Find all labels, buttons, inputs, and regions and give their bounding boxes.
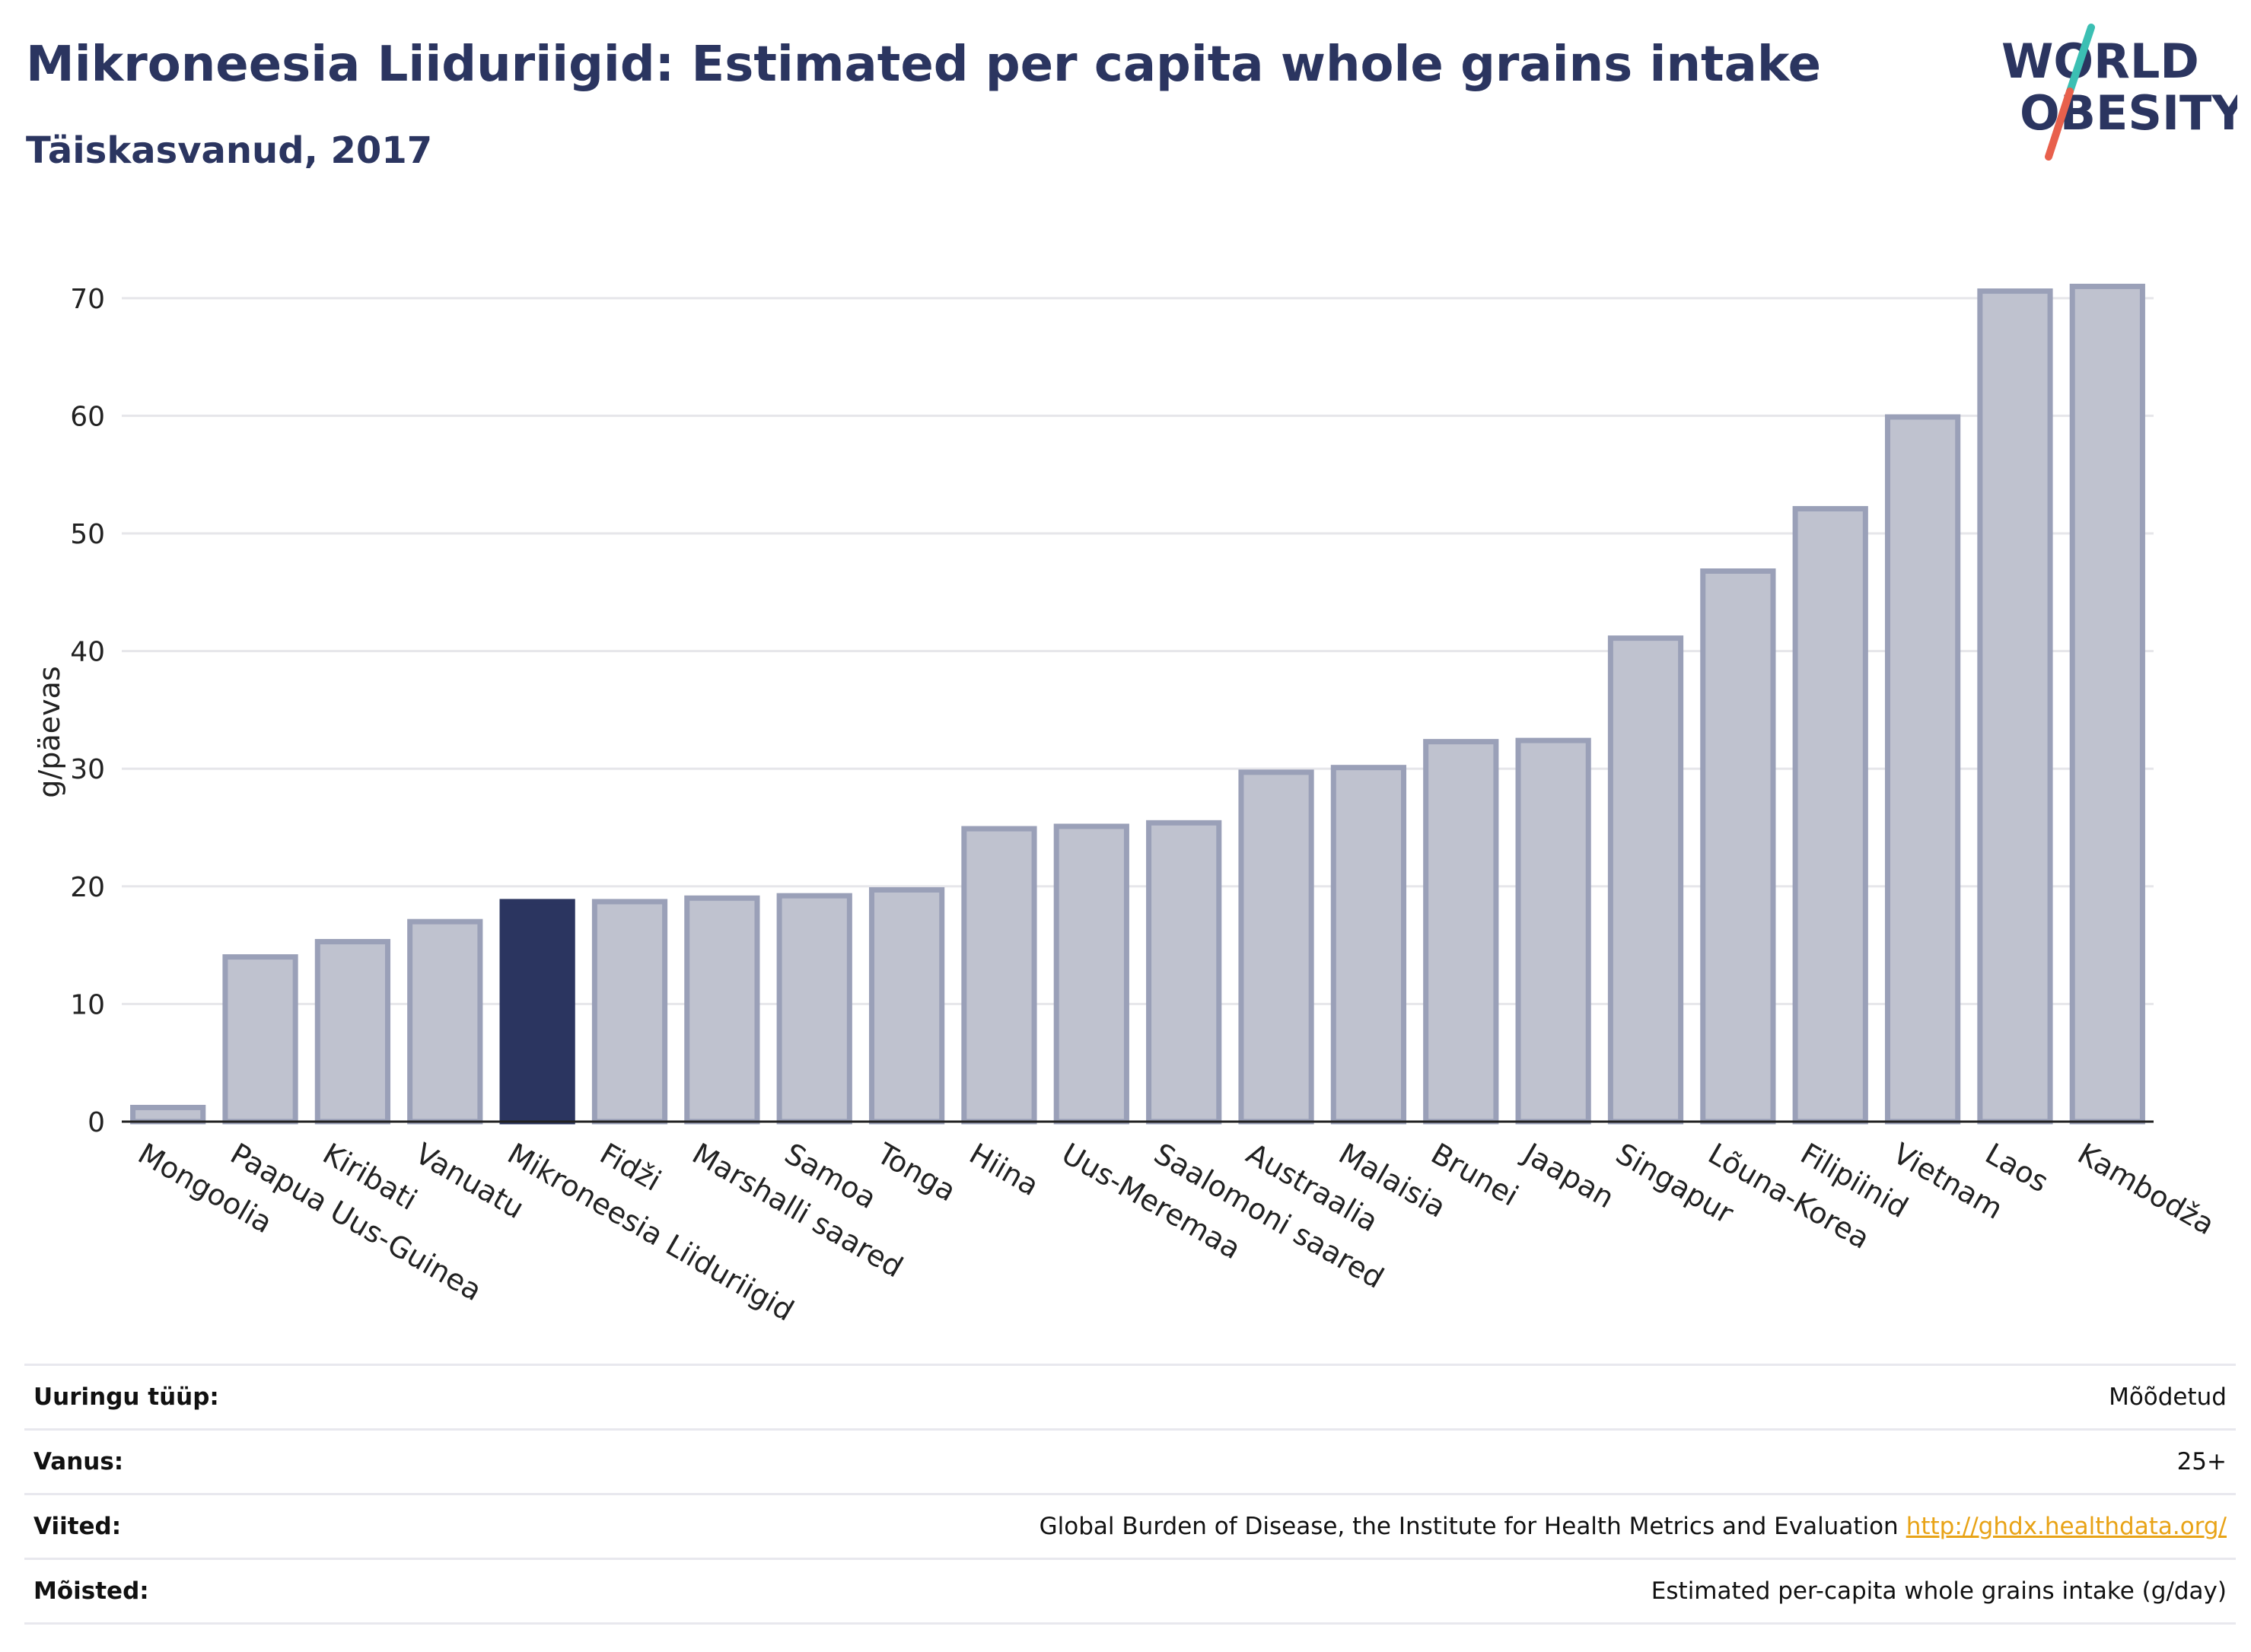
x-tick-label: Kambodža xyxy=(2072,1137,2221,1242)
meta-row-age: Vanus: 25+ xyxy=(24,1428,2236,1493)
bar xyxy=(222,954,298,1125)
meta-row-survey-type: Uuringu tüüp: Mõõdetud xyxy=(24,1364,2236,1428)
meta-label: Mõisted: xyxy=(33,1577,149,1605)
bar xyxy=(407,918,483,1125)
chart-subtitle: Täiskasvanud, 2017 xyxy=(26,129,433,172)
chart-title: Mikroneesia Liiduriigid: Estimated per c… xyxy=(26,37,1822,93)
y-tick-label: 30 xyxy=(70,754,105,785)
metadata-table: Uuringu tüüp: Mõõdetud Vanus: 25+ Viited… xyxy=(24,1364,2236,1625)
bar xyxy=(1053,823,1129,1125)
logo-slash-top xyxy=(2066,24,2095,95)
world-obesity-logo: WORLD OBESITY xyxy=(2001,24,2237,161)
bar xyxy=(1792,506,1868,1125)
bar xyxy=(1884,414,1961,1125)
bar xyxy=(776,893,852,1125)
bar xyxy=(868,886,945,1125)
y-tick-label: 20 xyxy=(70,872,105,903)
y-tick-label: 60 xyxy=(70,401,105,432)
y-tick-label: 40 xyxy=(70,637,105,668)
meta-label: Vanus: xyxy=(33,1448,124,1475)
logo-slash-bottom xyxy=(2045,88,2074,161)
bar xyxy=(961,826,1037,1125)
x-tick-label: Hiina xyxy=(963,1137,1044,1203)
logo-line2: OBESITY xyxy=(2020,85,2237,141)
meta-value: 25+ xyxy=(2176,1448,2227,1475)
bar xyxy=(684,895,760,1125)
meta-row-references: Viited: Global Burden of Disease, the In… xyxy=(24,1493,2236,1558)
bar xyxy=(591,899,668,1125)
meta-value: Global Burden of Disease, the Institute … xyxy=(1039,1513,1899,1540)
bar xyxy=(1238,769,1314,1125)
y-tick-label: 10 xyxy=(70,989,105,1020)
x-tick-label: Jaapan xyxy=(1517,1136,1620,1215)
y-tick-label: 0 xyxy=(88,1107,105,1138)
y-tick-label: 70 xyxy=(70,284,105,315)
bar xyxy=(1607,635,1684,1125)
bar xyxy=(1330,765,1407,1125)
x-tick-label: Tonga xyxy=(871,1136,961,1208)
bar xyxy=(314,938,391,1125)
meta-label: Viited: xyxy=(33,1513,122,1540)
source-link[interactable]: http://ghdx.healthdata.org/ xyxy=(1906,1513,2227,1540)
logo-line1: WORLD xyxy=(2001,33,2199,89)
bar xyxy=(1515,737,1591,1125)
bar xyxy=(130,1104,206,1125)
bar xyxy=(1146,820,1222,1125)
bar xyxy=(1423,739,1499,1125)
meta-value: Mõõdetud xyxy=(2109,1383,2227,1411)
meta-label: Uuringu tüüp: xyxy=(33,1383,219,1411)
bar xyxy=(2069,283,2145,1125)
bar xyxy=(1977,288,2053,1125)
meta-value: Estimated per-capita whole grains intake… xyxy=(1651,1577,2227,1605)
bar xyxy=(499,899,575,1125)
meta-value-container: Global Burden of Disease, the Institute … xyxy=(1040,1513,2236,1540)
meta-row-definitions: Mõisted: Estimated per-capita whole grai… xyxy=(24,1558,2236,1625)
y-tick-label: 50 xyxy=(70,519,105,550)
y-axis-label: g/päevas xyxy=(33,666,66,797)
bar xyxy=(1700,568,1776,1125)
